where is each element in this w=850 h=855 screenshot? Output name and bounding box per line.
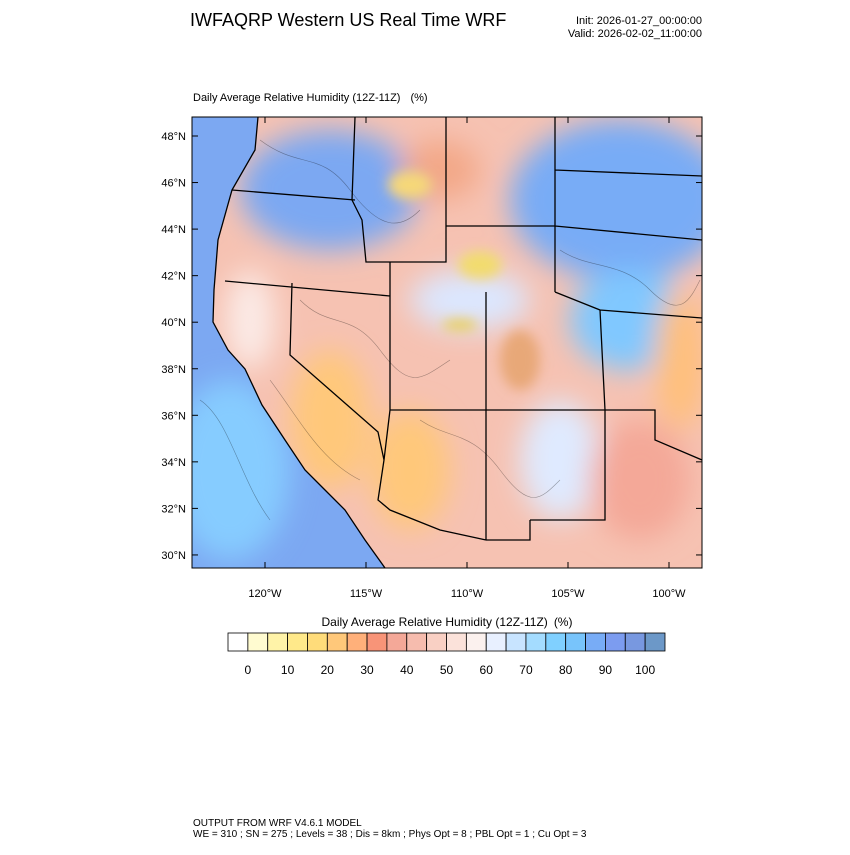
colorbar-box (287, 632, 308, 652)
map-frame (191, 116, 703, 569)
colorbar-box (624, 632, 646, 652)
lon-label: 120°W (248, 588, 282, 600)
map-title-text: Daily Average Relative Humidity (12Z-11Z… (193, 92, 400, 104)
colorbar-box (485, 632, 507, 652)
colorbar-box (366, 632, 388, 652)
colorbar-label: 20 (321, 663, 335, 677)
colorbar-box (247, 632, 269, 652)
lat-label: 38°N (161, 364, 186, 376)
lat-label: 42°N (161, 271, 186, 283)
colorbar-box (585, 632, 606, 652)
colorbar-box (545, 632, 567, 652)
colorbar-box (406, 632, 428, 652)
init-time: Init: 2026-01-27_00:00:00 (576, 15, 702, 27)
lat-label: 40°N (161, 317, 186, 329)
colorbar-box (505, 632, 527, 652)
colorbar-box (525, 632, 547, 652)
lat-label: 32°N (161, 503, 186, 515)
colorbar-box (227, 632, 249, 652)
lat-label: 30°N (161, 550, 186, 562)
colorbar-title-text: Daily Average Relative Humidity (12Z-11Z… (322, 615, 548, 629)
colorbar-box (465, 632, 487, 652)
map-title: Daily Average Relative Humidity (12Z-11Z… (193, 92, 428, 104)
colorbar-label: 60 (480, 663, 494, 677)
footer-line-2: WE = 310 ; SN = 275 ; Levels = 38 ; Dis … (193, 829, 587, 840)
lon-label: 105°W (551, 588, 585, 600)
colorbar-label: 100 (635, 663, 655, 677)
borders (212, 117, 702, 568)
colorbar-label: 80 (559, 663, 573, 677)
colorbar-box (386, 632, 408, 652)
lat-label: 44°N (161, 224, 186, 236)
colorbar-box (565, 632, 586, 652)
colorbar: 0 10 20 30 40 50 60 70 80 90 100 (227, 632, 666, 677)
title: IWFAQRP Western US Real Time WRF (190, 10, 506, 30)
colorbar-box (267, 632, 288, 652)
colorbar-label: 90 (599, 663, 613, 677)
map-units: (%) (410, 92, 427, 104)
lat-label: 34°N (161, 457, 186, 469)
contours (199, 139, 701, 521)
map-field (192, 117, 702, 568)
colorbar-box (326, 632, 348, 652)
colorbar-box (605, 632, 626, 652)
colorbar-label: 10 (281, 663, 295, 677)
lon-label: 100°W (652, 588, 686, 600)
colorbar-label: 50 (440, 663, 454, 677)
colorbar-box (346, 632, 368, 652)
colorbar-box (426, 632, 447, 652)
colorbar-title: Daily Average Relative Humidity (12Z-11Z… (322, 615, 573, 629)
colorbar-label: 70 (519, 663, 533, 677)
colorbar-box (446, 632, 467, 652)
valid-time: Valid: 2026-02-02_11:00:00 (568, 28, 702, 40)
map-axes: 48°N 46°N 44°N 42°N 40°N 38°N 36°N 34°N 32°N 30°N… (161, 117, 702, 600)
ocean-shade (192, 380, 290, 560)
colorbar-box (644, 632, 666, 652)
colorbar-label: 30 (360, 663, 374, 677)
colorbar-box (307, 632, 328, 652)
colorbar-label: 40 (400, 663, 414, 677)
lat-label: 36°N (161, 410, 186, 422)
lon-label: 115°W (350, 588, 383, 600)
lon-label: 110°W (451, 588, 484, 600)
footer-line-1: OUTPUT FROM WRF V4.6.1 MODEL (193, 818, 362, 829)
colorbar-label: 0 (245, 663, 252, 677)
lat-label: 46°N (161, 178, 186, 190)
colorbar-units: (%) (554, 615, 573, 629)
lat-label: 48°N (161, 131, 186, 143)
